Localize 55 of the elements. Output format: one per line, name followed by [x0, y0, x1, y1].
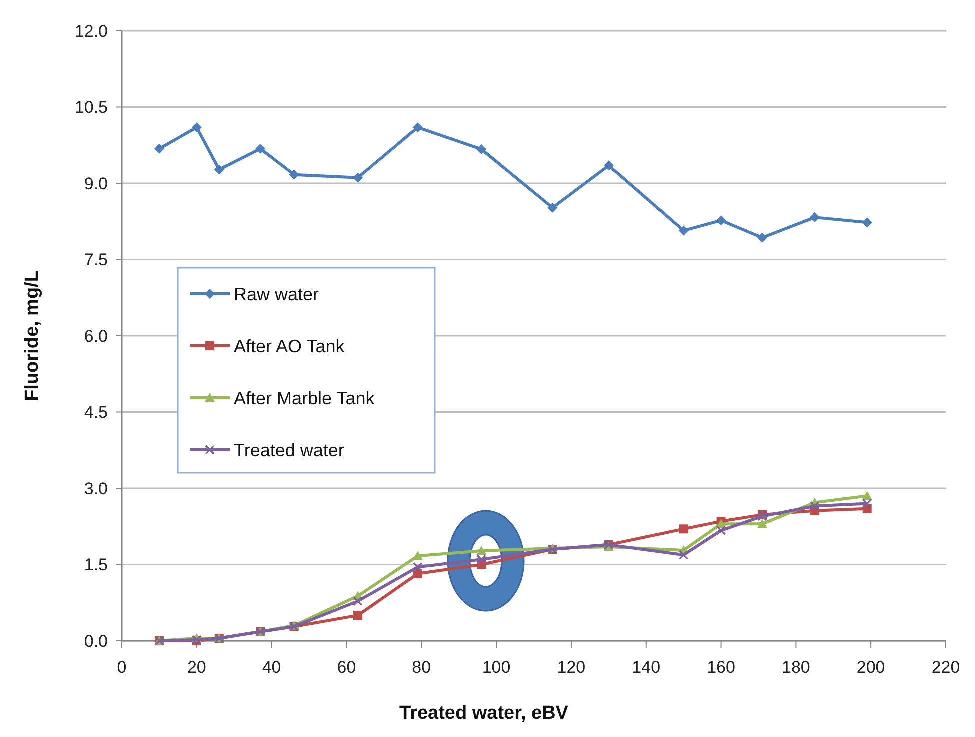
x-axis-title: Treated water, eBV	[400, 703, 569, 724]
point	[716, 216, 726, 226]
point	[757, 232, 768, 243]
point	[757, 519, 768, 528]
y-tick-label: 12.0	[74, 22, 108, 41]
y-tick-label: 10.5	[74, 98, 108, 118]
point	[412, 562, 423, 572]
x-tick-label: 180	[782, 658, 810, 677]
legend-label: Treated water	[234, 440, 344, 460]
x-tick-label: 80	[412, 658, 432, 677]
point	[192, 122, 202, 133]
point	[352, 172, 363, 183]
point	[476, 554, 486, 565]
point	[214, 164, 224, 175]
x-tick-label: 20	[187, 658, 206, 677]
point	[412, 122, 423, 133]
point	[256, 144, 266, 154]
x-tick-label: 120	[557, 658, 586, 677]
point	[679, 524, 688, 534]
point	[862, 218, 872, 228]
point	[289, 170, 300, 180]
y-tick-label: 9.0	[84, 174, 108, 194]
x-tick-label: 60	[337, 658, 356, 677]
point	[862, 498, 872, 509]
point	[476, 144, 487, 154]
legend-label: Raw water	[234, 284, 320, 304]
point	[810, 212, 820, 223]
point	[154, 144, 164, 154]
x-tick-label: 140	[632, 658, 661, 677]
y-axis-title: Fluoride, mg/L	[22, 270, 43, 402]
legend-label: After Marble Tank	[234, 388, 376, 408]
y-tick-label: 0.0	[84, 632, 108, 651]
point	[678, 550, 689, 560]
y-tick-label: 7.5	[84, 250, 108, 270]
point	[810, 501, 820, 512]
x-tick-label: 100	[482, 658, 511, 677]
x-tick-label: 220	[932, 658, 960, 677]
point	[548, 202, 558, 213]
point	[604, 160, 614, 171]
point	[412, 551, 423, 560]
point	[476, 546, 487, 556]
y-tick-label: 4.5	[84, 403, 108, 422]
point	[353, 611, 362, 620]
y-tick-label: 3.0	[84, 479, 108, 498]
x-tick-label: 40	[262, 658, 282, 677]
y-tick-label: 1.5	[84, 556, 108, 575]
x-tick-label: 160	[707, 658, 736, 677]
x-tick-label: 200	[856, 658, 886, 677]
x-tick-label: 0	[117, 658, 127, 677]
y-tick-label: 6.0	[84, 326, 108, 346]
point	[678, 226, 689, 236]
point	[716, 526, 726, 536]
point	[862, 491, 872, 500]
point	[353, 596, 363, 606]
legend-label: After AO Tank	[234, 336, 346, 356]
